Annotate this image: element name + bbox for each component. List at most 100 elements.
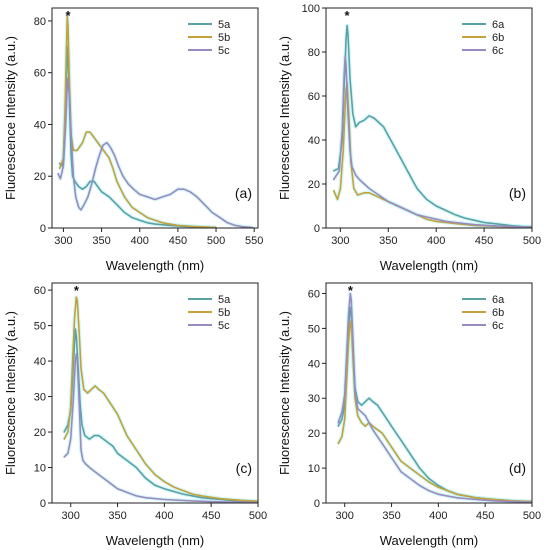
plot-area-b — [331, 23, 532, 228]
plot-area-a — [56, 13, 254, 228]
y-tick-label-c-50: 50 — [34, 321, 46, 333]
chart-b-svg: 300 350 400 450 500 0 20 40 60 80 100 Wavelength (n… — [277, 3, 541, 273]
x-tick-label-c-500: 500 — [249, 510, 267, 522]
legend-label-d-6a: 6a — [492, 294, 505, 306]
y-tick-label-b-0: 0 — [314, 223, 320, 235]
series-halo-d-6b — [336, 319, 532, 503]
y-axis-title-c: Fluorescence Intensity (a.u.) — [3, 311, 18, 475]
axes-frame-d — [325, 282, 533, 504]
y-tick-label-a-20: 20 — [34, 171, 46, 183]
series-halo-a-5c — [56, 75, 253, 228]
legend-label-b-6b: 6b — [492, 32, 504, 44]
series-line-c-5c — [63, 353, 258, 503]
y-tick-label-c-60: 60 — [34, 285, 46, 297]
y-tick-label-b-20: 20 — [308, 179, 320, 191]
legend-label-c-5c: 5c — [218, 320, 230, 332]
x-tick-label-c-300: 300 — [62, 510, 80, 522]
peak-asterisk-b: * — [345, 8, 351, 23]
y-tick-label-c-30: 30 — [34, 392, 46, 404]
series-line-d-6b — [337, 320, 532, 503]
legend-label-b-6a: 6a — [492, 19, 505, 31]
y-tick-label-d-30: 30 — [308, 393, 320, 405]
x-tick-label-b-450: 450 — [475, 235, 493, 247]
chart-c-svg: 300 350 400 450 500 0 10 20 30 40 50 60 Wavelength (… — [3, 282, 267, 548]
chart-a-svg: 300 350 400 450 500 550 0 20 40 60 80 Wavelength (n… — [3, 7, 263, 273]
chart-panel-a: 300 350 400 450 500 550 0 20 40 60 80 Wavelength (n… — [0, 0, 274, 275]
x-tick-label-d-400: 400 — [429, 510, 447, 522]
y-tick-label-b-80: 80 — [308, 47, 320, 59]
plot-area-d — [336, 291, 532, 503]
y-tick-label-a-80: 80 — [34, 16, 46, 28]
x-tick-label-d-300: 300 — [336, 510, 354, 522]
y-tick-label-c-10: 10 — [34, 463, 46, 475]
x-axis-title-d: Wavelength (nm) — [380, 533, 479, 548]
y-axis-title-b: Fluorescence Intensity (a.u.) — [277, 36, 292, 200]
series-halo-c-5a — [62, 327, 258, 503]
peak-asterisk-d: * — [348, 283, 354, 298]
legend-label-b-6c: 6c — [492, 45, 504, 57]
x-tick-label-c-450: 450 — [202, 510, 220, 522]
panel-label-c: (c) — [236, 460, 252, 476]
axes-frame-c — [51, 282, 259, 504]
x-tick-label-b-350: 350 — [379, 235, 397, 247]
series-halo-d-6a — [336, 305, 532, 503]
chart-panel-c: 300 350 400 450 500 0 10 20 30 40 50 60 Wavelength (… — [0, 275, 274, 550]
chart-panel-b: 300 350 400 450 500 0 20 40 60 80 100 Wavelength (n… — [274, 0, 548, 275]
y-axis-title-d: Fluorescence Intensity (a.u.) — [277, 311, 292, 475]
y-tick-label-d-40: 40 — [308, 358, 320, 370]
y-tick-label-d-50: 50 — [308, 323, 320, 335]
axes-frame-b — [325, 7, 533, 229]
y-tick-label-b-40: 40 — [308, 135, 320, 147]
x-axis-title-b: Wavelength (nm) — [380, 258, 479, 273]
y-tick-label-c-40: 40 — [34, 356, 46, 368]
y-tick-label-a-60: 60 — [34, 68, 46, 80]
x-tick-label-c-400: 400 — [155, 510, 173, 522]
y-axis-title-a: Fluorescence Intensity (a.u.) — [3, 36, 18, 200]
x-tick-label-b-400: 400 — [427, 235, 445, 247]
y-tick-label-c-0: 0 — [40, 498, 46, 510]
x-tick-label-a-300: 300 — [54, 235, 72, 247]
x-tick-label-d-450: 450 — [476, 510, 494, 522]
legend-label-a-5a: 5a — [218, 19, 231, 31]
y-tick-label-d-0: 0 — [314, 498, 320, 510]
y-tick-label-c-20: 20 — [34, 427, 46, 439]
series-line-a-5b — [58, 15, 217, 228]
x-tick-label-d-350: 350 — [382, 510, 400, 522]
legend-label-d-6b: 6b — [492, 307, 504, 319]
y-tick-label-a-40: 40 — [34, 119, 46, 131]
chart-d-svg: 300 350 400 450 500 0 10 20 30 40 50 60 Wavelength (… — [277, 282, 541, 548]
y-tick-label-b-100: 100 — [302, 3, 320, 15]
y-tick-label-d-10: 10 — [308, 463, 320, 475]
series-line-d-6a — [337, 306, 532, 503]
x-tick-label-a-400: 400 — [131, 235, 149, 247]
x-tick-label-c-350: 350 — [108, 510, 126, 522]
series-line-c-5b — [63, 296, 258, 502]
x-tick-label-b-500: 500 — [523, 235, 541, 247]
axes-frame-a — [51, 7, 259, 229]
chart-panel-d: 300 350 400 450 500 0 10 20 30 40 50 60 Wavelength (… — [274, 275, 548, 550]
peak-asterisk-c: * — [74, 283, 80, 298]
x-tick-label-a-450: 450 — [169, 235, 187, 247]
series-line-a-5c — [57, 77, 254, 228]
peak-asterisk-a: * — [65, 8, 71, 23]
series-line-c-5a — [63, 328, 258, 503]
panel-label-b: (b) — [509, 185, 526, 201]
x-tick-label-a-350: 350 — [92, 235, 110, 247]
panel-label-d: (d) — [509, 460, 526, 476]
y-tick-label-d-60: 60 — [308, 288, 320, 300]
y-tick-label-d-20: 20 — [308, 428, 320, 440]
x-axis-title-c: Wavelength (nm) — [106, 533, 205, 548]
legend-label-c-5a: 5a — [218, 294, 231, 306]
legend-label-c-5b: 5b — [218, 307, 230, 319]
series-line-d-6c — [337, 292, 532, 503]
legend-label-d-6c: 6c — [492, 320, 504, 332]
x-tick-label-b-300: 300 — [331, 235, 349, 247]
x-tick-label-a-550: 550 — [245, 235, 263, 247]
panel-label-a: (a) — [235, 185, 252, 201]
x-tick-label-d-500: 500 — [523, 510, 541, 522]
plot-area-c — [62, 295, 258, 503]
series-line-b-6a — [332, 24, 532, 228]
x-axis-title-a: Wavelength (nm) — [106, 258, 205, 273]
y-tick-label-a-0: 0 — [40, 223, 46, 235]
legend-label-a-5b: 5b — [218, 32, 230, 44]
